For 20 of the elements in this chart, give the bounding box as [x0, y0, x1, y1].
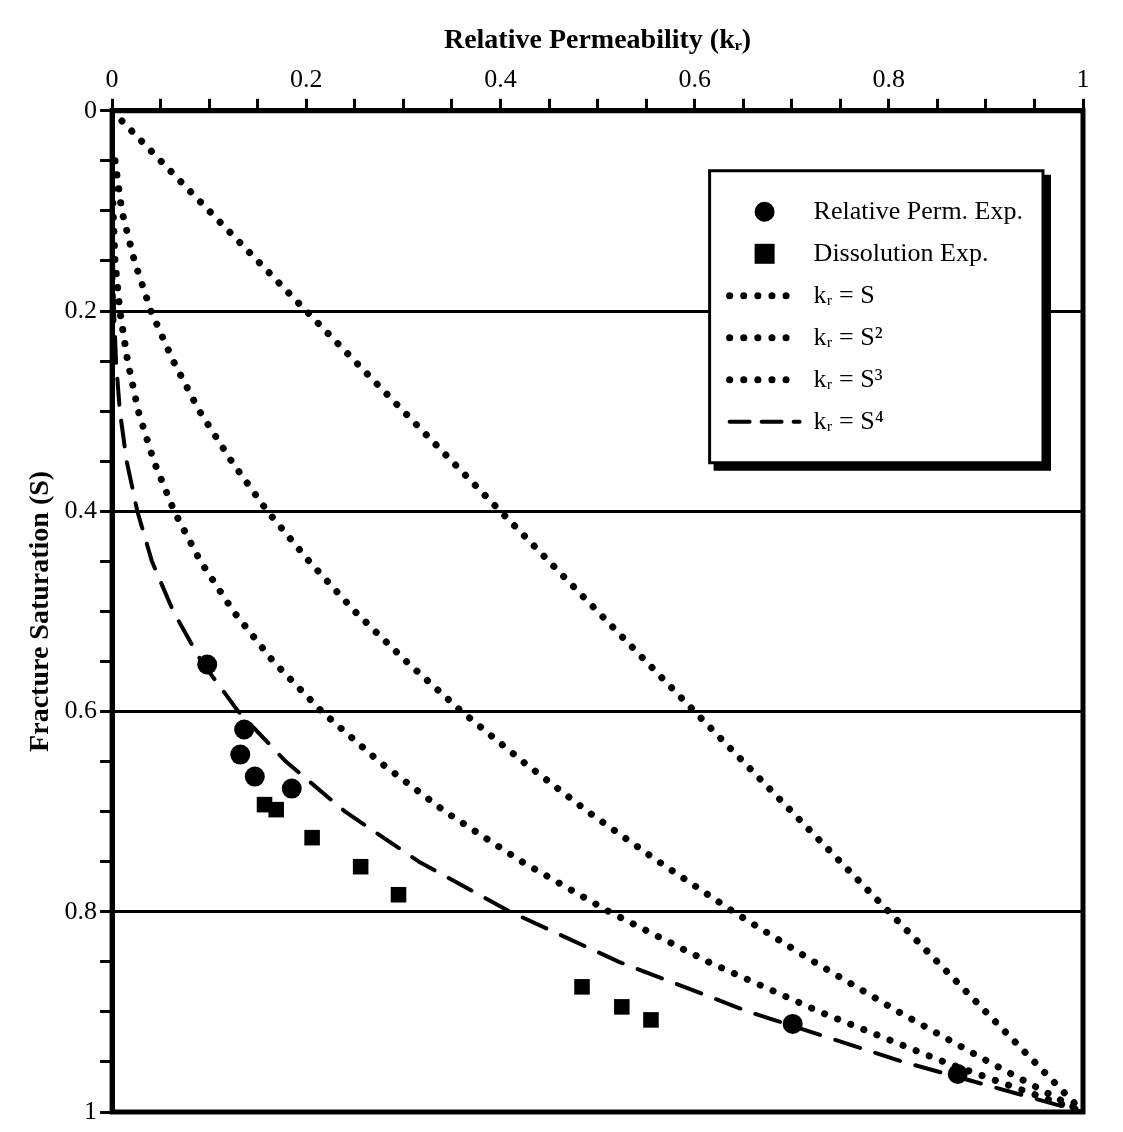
legend-label: Dissolution Exp.	[813, 237, 989, 267]
y-axis-title: Fracture Saturation (S)	[23, 470, 55, 752]
x-axis-title: Relative Permeability (kᵣ)	[443, 23, 752, 55]
x-tick-label: 1	[1076, 64, 1090, 94]
x-tick-label: 0.4	[484, 64, 517, 94]
x-tick-label: 0.8	[872, 64, 906, 94]
y-tick-label: 0.2	[64, 294, 98, 324]
y-tick-label: 1	[84, 1095, 98, 1125]
legend-label: kᵣ = S	[813, 279, 875, 309]
x-tick-label: 0.6	[678, 64, 711, 94]
y-tick-label: 0	[84, 94, 98, 124]
x-tick-label: 0	[105, 64, 119, 94]
legend-label: kᵣ = S³	[813, 363, 883, 393]
legend-label: Relative Perm. Exp.	[813, 195, 1024, 225]
y-tick-label: 0.4	[64, 495, 98, 525]
legend-label: kᵣ = S²	[813, 321, 883, 351]
x-tick-label: 0.2	[290, 64, 323, 94]
legend-label: kᵣ = S⁴	[813, 405, 884, 435]
y-tick-label: 0.8	[64, 895, 98, 925]
y-tick-label: 0.6	[64, 695, 98, 725]
